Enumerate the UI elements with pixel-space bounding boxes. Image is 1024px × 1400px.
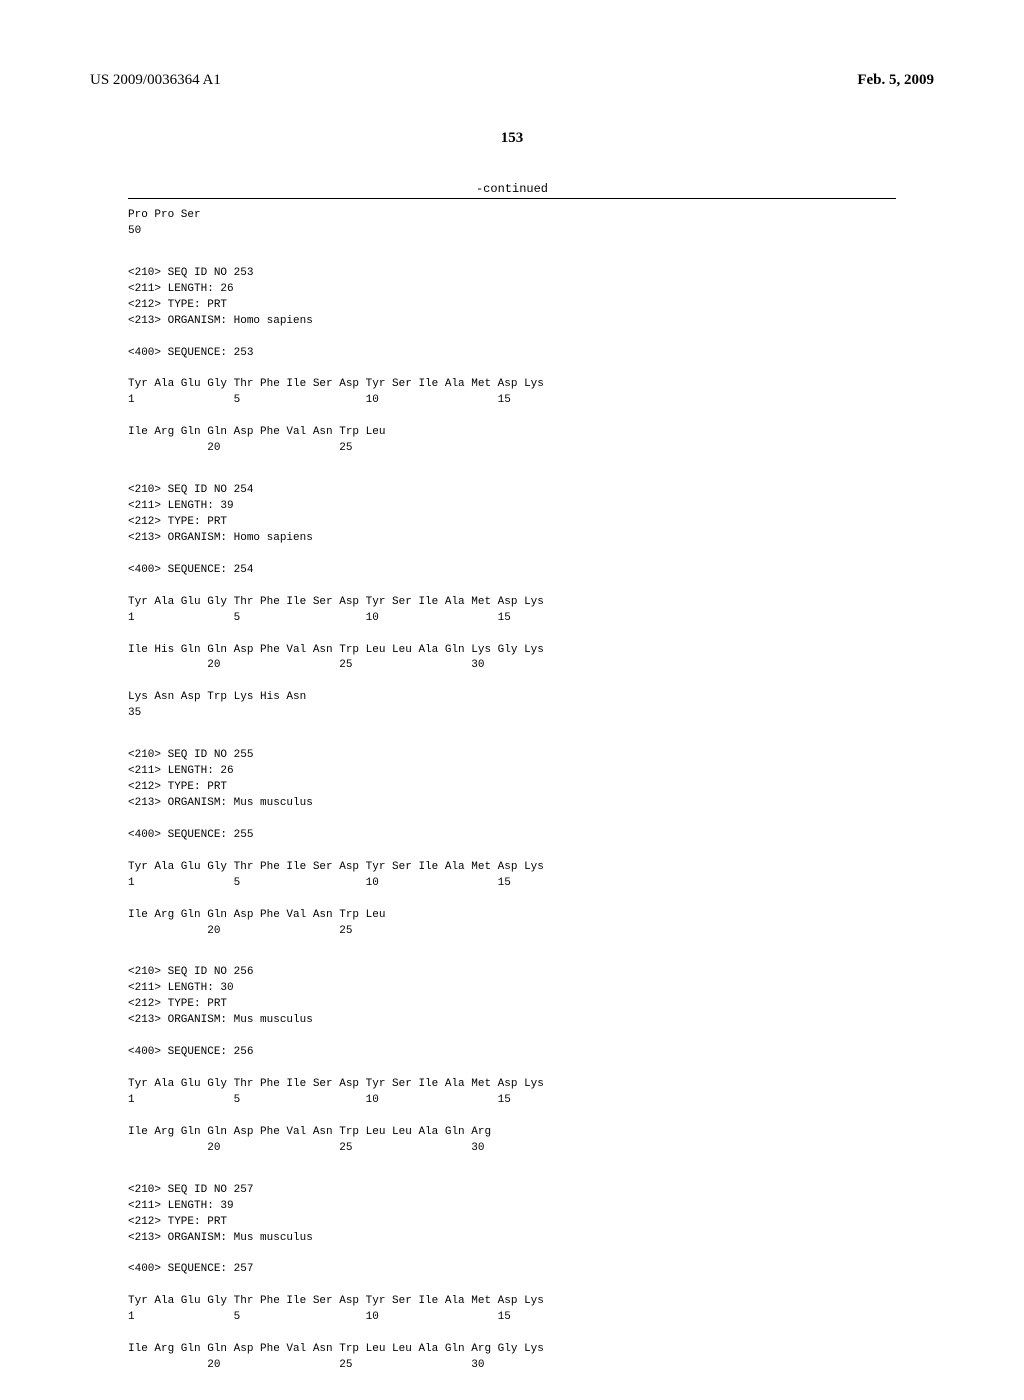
sequence-line: <212> TYPE: PRT [128, 780, 896, 796]
sequence-line [128, 1326, 896, 1342]
publication-date: Feb. 5, 2009 [857, 72, 934, 89]
sequence-line: <213> ORGANISM: Mus musculus [128, 1231, 896, 1247]
sequence-line: Ile Arg Gln Gln Asp Phe Val Asn Trp Leu … [128, 1342, 896, 1358]
sequence-line: <210> SEQ ID NO 255 [128, 748, 896, 764]
sequence-block: <210> SEQ ID NO 253<211> LENGTH: 26<212>… [128, 266, 896, 457]
sequence-line: Ile His Gln Gln Asp Phe Val Asn Trp Leu … [128, 643, 896, 659]
sequence-line: <400> SEQUENCE: 255 [128, 828, 896, 844]
sequence-line: <211> LENGTH: 26 [128, 282, 896, 298]
page-header: US 2009/0036364 A1 Feb. 5, 2009 [0, 72, 1024, 89]
sequence-line: Ile Arg Gln Gln Asp Phe Val Asn Trp Leu [128, 425, 896, 441]
sequence-line: Tyr Ala Glu Gly Thr Phe Ile Ser Asp Tyr … [128, 377, 896, 393]
sequence-line: <210> SEQ ID NO 254 [128, 483, 896, 499]
sequence-line [128, 674, 896, 690]
sequence-listing-content: Pro Pro Ser50<210> SEQ ID NO 253<211> LE… [128, 208, 896, 1400]
sequence-line: Pro Pro Ser [128, 208, 896, 224]
sequence-line: <211> LENGTH: 26 [128, 764, 896, 780]
sequence-line: <211> LENGTH: 30 [128, 981, 896, 997]
sequence-line [128, 409, 896, 425]
sequence-line: 1 5 10 15 [128, 876, 896, 892]
sequence-line: <213> ORGANISM: Mus musculus [128, 1013, 896, 1029]
sequence-line [128, 627, 896, 643]
sequence-block: <210> SEQ ID NO 254<211> LENGTH: 39<212>… [128, 483, 896, 722]
sequence-line: <213> ORGANISM: Mus musculus [128, 796, 896, 812]
sequence-line: 1 5 10 15 [128, 1093, 896, 1109]
sequence-block: <210> SEQ ID NO 257<211> LENGTH: 39<212>… [128, 1183, 896, 1374]
sequence-line: 35 [128, 706, 896, 722]
sequence-line: Ile Arg Gln Gln Asp Phe Val Asn Trp Leu [128, 908, 896, 924]
sequence-line [128, 1029, 896, 1045]
sequence-block: Pro Pro Ser50 [128, 208, 896, 240]
sequence-line: 20 25 30 [128, 658, 896, 674]
sequence-line: <400> SEQUENCE: 256 [128, 1045, 896, 1061]
horizontal-rule [128, 198, 896, 199]
sequence-line: 1 5 10 15 [128, 393, 896, 409]
sequence-block: <210> SEQ ID NO 255<211> LENGTH: 26<212>… [128, 748, 896, 939]
sequence-line [128, 1061, 896, 1077]
sequence-line: <210> SEQ ID NO 256 [128, 965, 896, 981]
sequence-line: <212> TYPE: PRT [128, 515, 896, 531]
sequence-line: <400> SEQUENCE: 253 [128, 346, 896, 362]
sequence-line: <400> SEQUENCE: 257 [128, 1262, 896, 1278]
sequence-line: Tyr Ala Glu Gly Thr Phe Ile Ser Asp Tyr … [128, 1294, 896, 1310]
sequence-line: <211> LENGTH: 39 [128, 1199, 896, 1215]
page-number: 153 [0, 130, 1024, 147]
sequence-line: <212> TYPE: PRT [128, 1215, 896, 1231]
sequence-line: <211> LENGTH: 39 [128, 499, 896, 515]
sequence-line [128, 330, 896, 346]
sequence-line: <400> SEQUENCE: 254 [128, 563, 896, 579]
sequence-line: 1 5 10 15 [128, 611, 896, 627]
sequence-line: Tyr Ala Glu Gly Thr Phe Ile Ser Asp Tyr … [128, 1077, 896, 1093]
sequence-line: Tyr Ala Glu Gly Thr Phe Ile Ser Asp Tyr … [128, 860, 896, 876]
sequence-line [128, 1109, 896, 1125]
sequence-line: <212> TYPE: PRT [128, 298, 896, 314]
continued-label: -continued [0, 182, 1024, 196]
sequence-line: <210> SEQ ID NO 257 [128, 1183, 896, 1199]
sequence-line: <213> ORGANISM: Homo sapiens [128, 531, 896, 547]
sequence-line: Ile Arg Gln Gln Asp Phe Val Asn Trp Leu … [128, 1125, 896, 1141]
sequence-line: 20 25 [128, 924, 896, 940]
sequence-line: 1 5 10 15 [128, 1310, 896, 1326]
sequence-line: <213> ORGANISM: Homo sapiens [128, 314, 896, 330]
sequence-line [128, 362, 896, 378]
sequence-line: 50 [128, 224, 896, 240]
sequence-line [128, 892, 896, 908]
sequence-line: 20 25 [128, 441, 896, 457]
sequence-line [128, 1278, 896, 1294]
sequence-line: Lys Asn Asp Trp Lys His Asn [128, 690, 896, 706]
publication-number: US 2009/0036364 A1 [90, 72, 221, 89]
sequence-line [128, 1246, 896, 1262]
sequence-line [128, 844, 896, 860]
sequence-line [128, 579, 896, 595]
sequence-block: <210> SEQ ID NO 256<211> LENGTH: 30<212>… [128, 965, 896, 1156]
sequence-line: 20 25 30 [128, 1358, 896, 1374]
sequence-line: 20 25 30 [128, 1141, 896, 1157]
sequence-line: <210> SEQ ID NO 253 [128, 266, 896, 282]
sequence-line: <212> TYPE: PRT [128, 997, 896, 1013]
sequence-line: Tyr Ala Glu Gly Thr Phe Ile Ser Asp Tyr … [128, 595, 896, 611]
sequence-line [128, 812, 896, 828]
sequence-line [128, 547, 896, 563]
